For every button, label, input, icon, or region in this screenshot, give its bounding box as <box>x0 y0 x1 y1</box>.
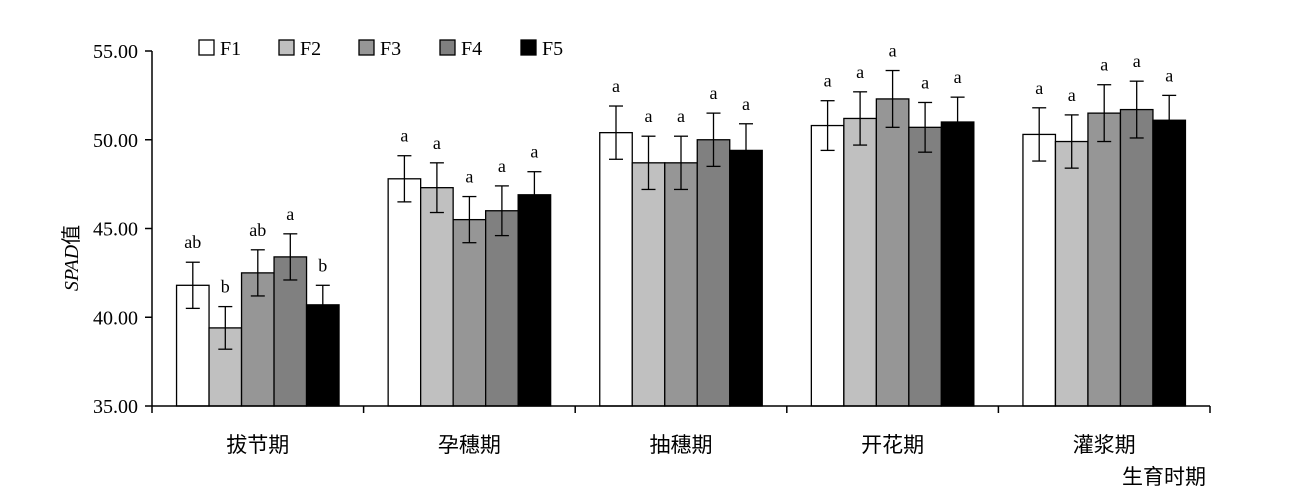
y-tick-label: 45.00 <box>93 219 138 241</box>
bar <box>664 162 698 407</box>
significance-label: a <box>1068 85 1076 105</box>
bar <box>1087 112 1122 407</box>
significance-label: a <box>286 204 294 224</box>
significance-label: ab <box>249 220 266 240</box>
legend-swatch <box>358 39 375 56</box>
significance-label: a <box>1165 65 1173 85</box>
significance-label: a <box>824 71 832 91</box>
x-category-label: 孕穗期 <box>438 433 501 457</box>
legend: F1 F2 F3 F4 F5 <box>198 38 563 60</box>
significance-label: a <box>530 142 538 162</box>
bar <box>419 187 454 407</box>
significance-label: ab <box>184 232 201 252</box>
bar <box>452 218 487 407</box>
significance-label: a <box>645 106 653 126</box>
x-category-label: 灌浆期 <box>1073 433 1136 457</box>
legend-label: F5 <box>542 38 563 60</box>
significance-label: b <box>318 255 327 275</box>
significance-label: a <box>1035 78 1043 98</box>
significance-label: a <box>921 72 929 92</box>
significance-label: a <box>677 106 685 126</box>
significance-label: a <box>1100 55 1108 75</box>
legend-swatch <box>198 39 215 56</box>
significance-label: a <box>612 76 620 96</box>
bar <box>1022 133 1057 407</box>
x-category-labels-layer: 拔节期 孕穗期 抽穗期 开花期 灌浆期 <box>151 406 1211 457</box>
bar <box>810 124 845 407</box>
legend-label: F2 <box>300 38 321 60</box>
significance-label: a <box>465 167 473 187</box>
significance-label: a <box>954 67 962 87</box>
x-category-label: 拔节期 <box>226 433 289 457</box>
significance-label: b <box>221 277 230 297</box>
bar <box>696 139 731 407</box>
bar <box>843 117 877 407</box>
significance-label: a <box>889 41 897 61</box>
bar <box>1119 108 1154 407</box>
y-axis-label: SPAD值 <box>60 225 83 291</box>
y-tick-label: 55.00 <box>93 41 138 63</box>
significance-label: a <box>742 94 750 114</box>
bar <box>729 149 763 407</box>
significance-label: a <box>710 83 718 103</box>
y-axis-label-italic: SPAD <box>61 244 83 291</box>
bar <box>631 162 666 407</box>
bar <box>1054 140 1089 407</box>
bar <box>1152 119 1187 407</box>
bar <box>940 121 975 407</box>
legend-label: F1 <box>220 38 241 60</box>
bar <box>908 126 942 407</box>
x-category-label: 抽穗期 <box>650 433 713 457</box>
y-axis-label-plain: 值 <box>60 225 83 245</box>
significance-label: a <box>400 126 408 146</box>
bar <box>387 178 422 407</box>
bar <box>517 194 552 407</box>
bars-layer <box>175 98 1187 407</box>
error-bars-layer <box>185 69 1177 350</box>
bar <box>484 210 519 407</box>
y-tick-label: 40.00 <box>93 307 138 329</box>
legend-swatch <box>439 39 456 56</box>
legend-swatch <box>278 39 295 56</box>
x-category-label: 开花期 <box>861 433 924 457</box>
significance-label: a <box>856 62 864 82</box>
y-tick-label: 50.00 <box>93 130 138 152</box>
x-axis-label: 生育时期 <box>1122 465 1206 489</box>
significance-label: a <box>433 133 441 153</box>
legend-label: F4 <box>461 38 482 60</box>
legend-swatch <box>520 39 537 56</box>
significance-label: a <box>498 156 506 176</box>
legend-label: F3 <box>380 38 401 60</box>
y-ticks-layer: 35.00 40.00 45.00 50.00 55.00 <box>93 41 152 418</box>
significance-label: a <box>1133 51 1141 71</box>
y-tick-label: 35.00 <box>93 396 138 418</box>
bar <box>599 131 633 407</box>
bar <box>875 98 910 407</box>
